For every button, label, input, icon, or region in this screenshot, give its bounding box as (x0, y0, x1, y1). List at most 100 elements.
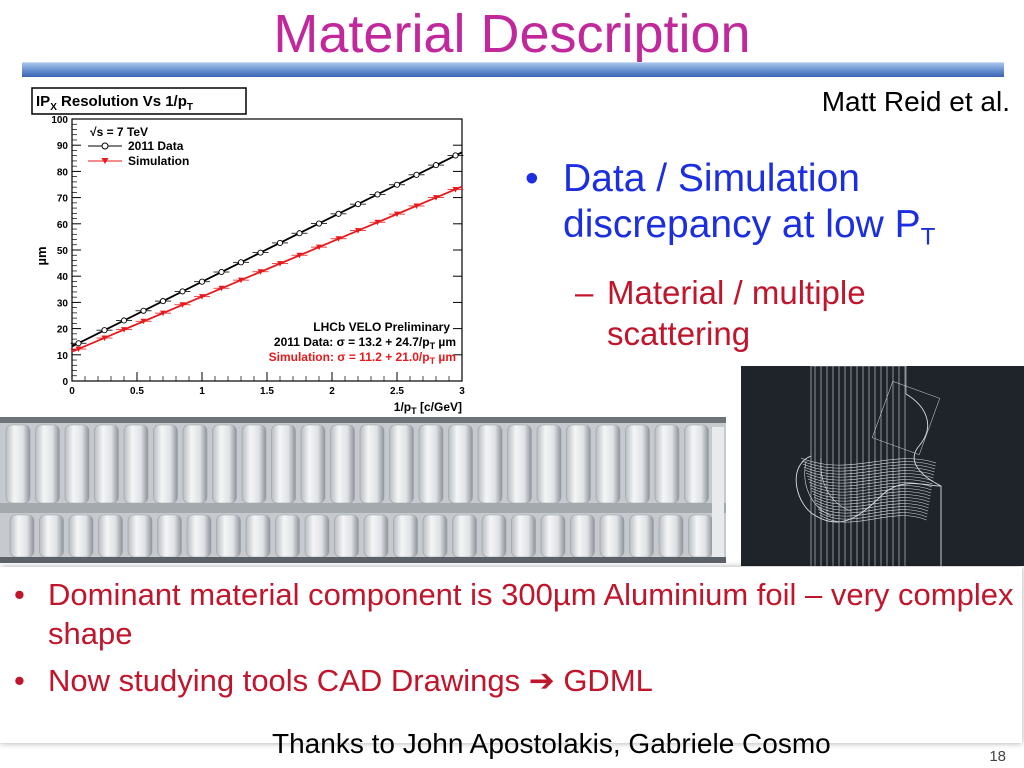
foil-rib (64, 424, 90, 504)
foil-rib (330, 424, 355, 504)
y-tick-label: 70 (57, 194, 69, 205)
x-tick-label: 2.5 (390, 386, 404, 397)
legend-data: 2011 Data (128, 139, 184, 153)
foil-rib (570, 514, 595, 558)
wire-curve (819, 514, 927, 523)
prelim-label: LHCb VELO Preliminary (313, 320, 450, 334)
bullet-text: Data / Simulation discrepancy at low P (563, 157, 921, 246)
author-credit: Matt Reid et al. (821, 86, 1010, 117)
foil-rib (422, 514, 448, 558)
y-tick-label: 40 (57, 272, 69, 283)
data-point (393, 181, 401, 188)
foil-rib (304, 514, 330, 558)
sim-point (316, 244, 322, 251)
sim-point (433, 195, 439, 201)
y-tick-label: 80 (57, 167, 69, 178)
bullet-text: Dominant material component is 300µm Alu… (48, 577, 1014, 651)
x-tick-label: 1 (199, 386, 205, 397)
sim-point (179, 302, 186, 308)
data-point (257, 249, 264, 256)
wire-curve (807, 478, 933, 487)
y-tick-label: 30 (57, 298, 69, 309)
sim-point (101, 335, 108, 342)
data-point (374, 191, 381, 198)
fit-annotation: LHCb VELO Preliminary 2011 Data: σ = 13.… (269, 320, 456, 366)
bullet-text: Now studying tools CAD Drawings (48, 663, 521, 698)
x-tick-label: 2 (329, 386, 335, 397)
sim-point (160, 310, 166, 317)
y-tick-label: 10 (57, 351, 69, 362)
foil-rib (448, 424, 473, 504)
foil-rib (212, 424, 237, 504)
foil-rib (216, 514, 241, 558)
bullet-dot-icon: • (14, 577, 25, 612)
data-point (140, 307, 147, 314)
foil-rib (363, 514, 389, 558)
foil-rib (654, 424, 680, 504)
foil-rib (94, 424, 119, 504)
foil-rib (566, 424, 591, 504)
x-tick-label: 1.5 (260, 386, 274, 397)
sim-point (394, 211, 400, 218)
data-point (296, 230, 303, 237)
sub-bullet-dash-icon: – (575, 274, 594, 312)
wire-curve (800, 457, 937, 466)
data-point (159, 298, 167, 305)
foil-rib (245, 514, 271, 558)
data-point (179, 288, 186, 295)
foil-rib (452, 514, 477, 558)
data-point (276, 239, 284, 246)
sim-point (413, 203, 420, 209)
wire-curve (815, 502, 929, 511)
foil-rib (536, 424, 562, 504)
sim-point (75, 346, 82, 353)
right-arrow-icon: ➔ (528, 663, 555, 698)
data-point (413, 171, 420, 178)
sim-point (238, 277, 244, 284)
wire-curve (802, 463, 936, 472)
sim-point (257, 269, 264, 275)
sim-point (335, 236, 342, 242)
sim-point (452, 186, 459, 193)
foil-rib (186, 514, 212, 558)
data-point (218, 268, 225, 276)
data-point (198, 278, 206, 285)
wire-curve (813, 496, 930, 505)
foil-rib (68, 514, 94, 558)
foil-rib (393, 514, 418, 558)
chart-title-box (31, 87, 247, 115)
data-point (315, 220, 323, 227)
y-axis-label: µm (34, 246, 49, 265)
foil-rib (629, 514, 654, 558)
foil-rib (98, 514, 123, 558)
data-point (75, 340, 82, 347)
y-tick-label: 0 (62, 377, 68, 388)
sim-fit-label: Simulation: σ = 11.2 + 21.0/pT µm (269, 350, 456, 366)
slide-title: Material Description (273, 4, 751, 64)
wire-curve (811, 490, 931, 499)
wire-curve (803, 466, 935, 475)
foil-rib (359, 424, 385, 504)
foil-rib (123, 424, 149, 504)
foil-rib (275, 514, 300, 558)
wire-curve (814, 499, 930, 508)
foil-rib (511, 514, 536, 558)
wire-curve (812, 493, 931, 502)
cad-wireframe-image (741, 366, 1024, 566)
wire-curve (816, 505, 929, 514)
y-tick-label: 20 (57, 325, 69, 336)
title-divider-bar (22, 62, 1004, 77)
y-tick-label: 90 (57, 141, 69, 152)
y-tick-label: 60 (57, 220, 69, 231)
data-point (432, 162, 440, 169)
data-point (101, 327, 108, 334)
sim-point (296, 252, 303, 259)
foil-rib (688, 514, 713, 558)
foil-rib (507, 424, 532, 504)
bullet-dot-icon: • (525, 157, 539, 200)
data-fit-label: 2011 Data: σ = 13.2 + 24.7/pT µm (274, 335, 456, 351)
foil-rib (157, 514, 182, 558)
sim-point (277, 261, 283, 267)
foil-rib (182, 424, 208, 504)
aluminium-foil-image (0, 417, 726, 563)
